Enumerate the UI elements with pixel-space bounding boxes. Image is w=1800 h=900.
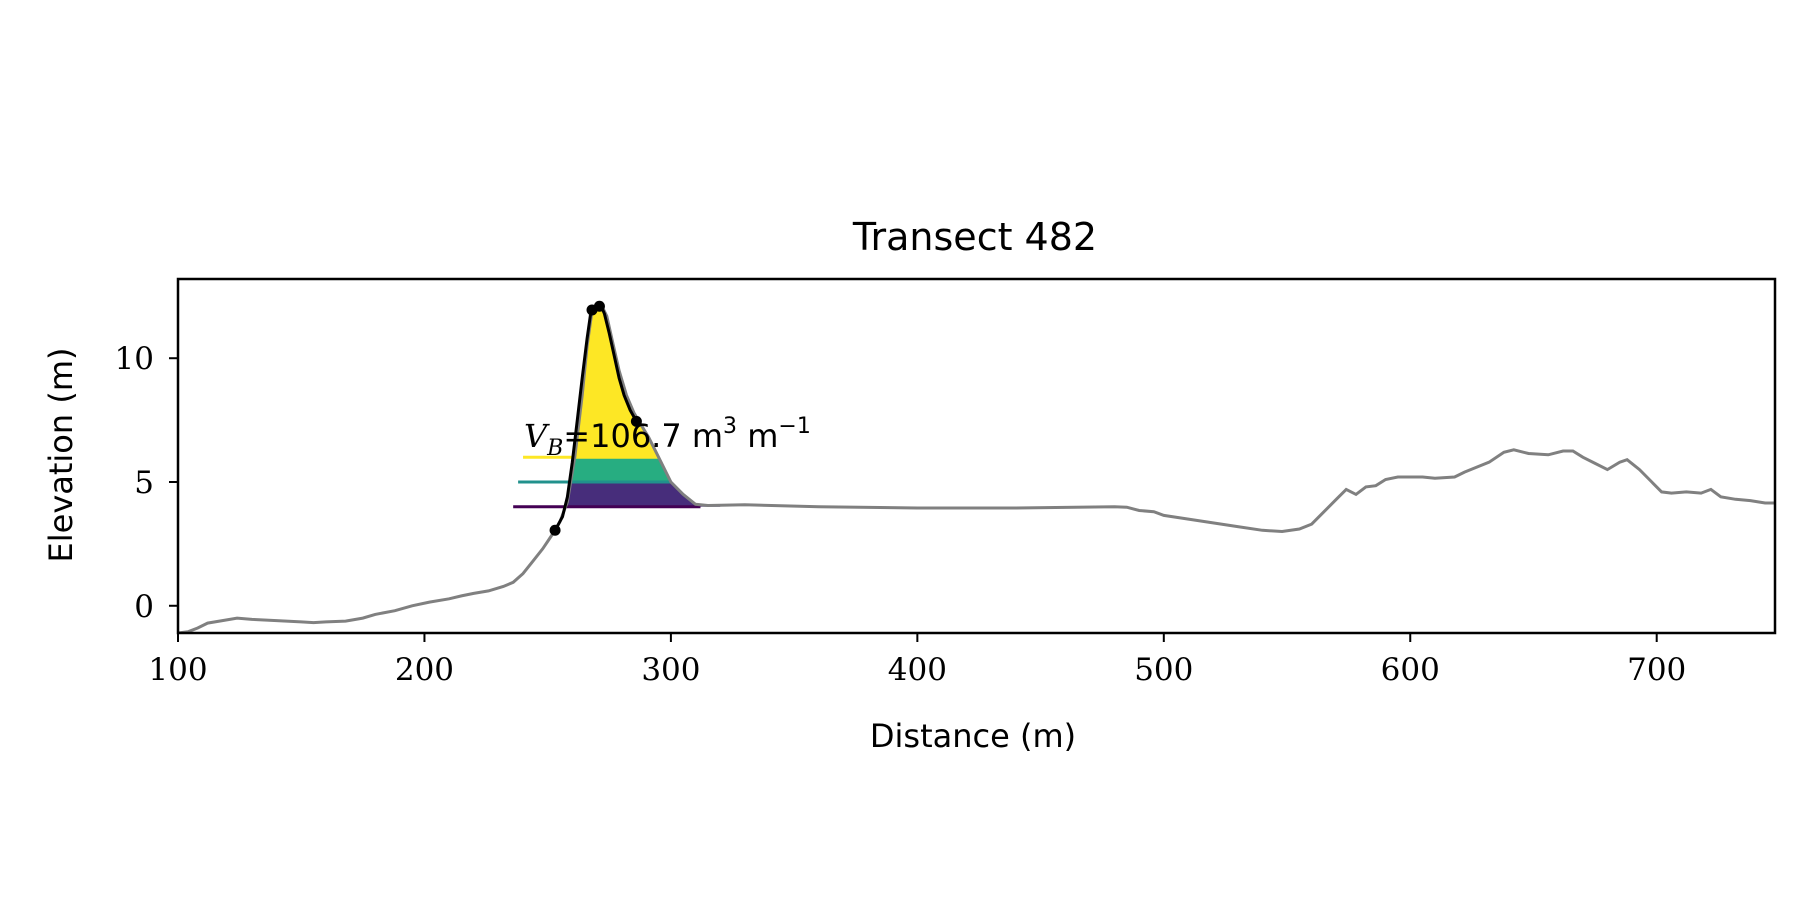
y-tick-label: 10 <box>115 341 154 377</box>
fill-band-mid <box>569 457 670 482</box>
level-lines <box>513 455 701 509</box>
annotation-value: =106.7 m <box>563 417 723 455</box>
y-axis-label: Elevation (m) <box>42 348 80 563</box>
volume-fill-layers <box>566 305 721 507</box>
annotation-exp: 3 <box>723 414 737 439</box>
dune-markers <box>549 300 642 536</box>
dune-point <box>630 415 642 427</box>
x-tick-label: 600 <box>1381 652 1440 688</box>
x-tick-label: 500 <box>1134 652 1193 688</box>
y-tick-label: 5 <box>134 465 154 501</box>
x-axis-label: Distance (m) <box>870 717 1076 755</box>
profile-series-line <box>178 304 1775 633</box>
x-tick-label: 400 <box>888 652 947 688</box>
x-tick-label: 200 <box>395 652 454 688</box>
dune-point <box>549 524 561 536</box>
y-tick-label: 0 <box>134 589 154 625</box>
annotation-symbol: V <box>524 417 550 455</box>
chart-title: Transect 482 <box>852 215 1097 259</box>
annotation-unit-exp: −1 <box>778 414 810 439</box>
fill-band-low <box>566 482 721 507</box>
volume-annotation: VB=106.7 m3 m−1 <box>524 414 811 461</box>
y-axis-ticks: 0 5 10 <box>115 341 178 625</box>
plot-frame <box>176 277 1777 635</box>
dune-point <box>593 300 605 312</box>
x-tick-label: 700 <box>1627 652 1686 688</box>
x-tick-label: 100 <box>148 652 207 688</box>
annotation-subscript: B <box>546 436 563 461</box>
annotation-unit: m <box>737 417 778 455</box>
fill-band-high <box>573 305 658 458</box>
x-tick-label: 300 <box>641 652 700 688</box>
x-axis-ticks: 100 200 300 400 500 600 700 <box>148 633 1686 688</box>
